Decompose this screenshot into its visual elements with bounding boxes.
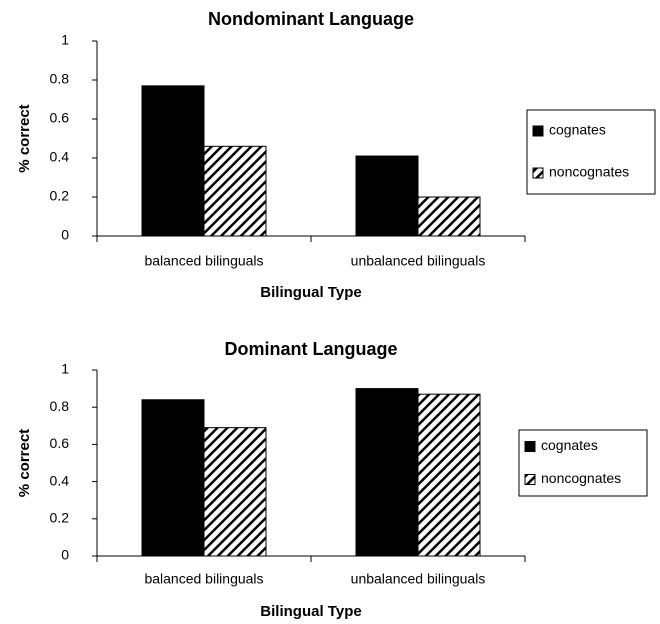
legend-swatch [524,474,536,485]
x-axis-label: Bilingual Type [260,603,361,620]
chart-title: Dominant Language [224,339,397,359]
bar [203,427,267,557]
y-tick-label: 0 [61,547,69,563]
y-tick-label: 1 [61,361,69,377]
bar [203,145,267,237]
x-tick-label: unbalanced bilinguals [351,253,486,269]
y-tick-label: 0.8 [50,398,70,414]
y-tick-label: 0.4 [50,149,70,165]
legend-swatch [532,125,544,137]
legend-box [518,429,648,497]
y-tick-label: 0.4 [50,472,70,488]
legend-label: cognates [541,437,598,453]
legend-swatch [532,167,544,179]
legend-swatch [524,441,536,452]
x-tick-label: unbalanced bilinguals [351,571,486,587]
y-tick-label: 0.6 [50,110,70,126]
bar [417,393,481,557]
y-tick-label: 0 [61,227,69,243]
bar [141,85,205,237]
legend-box [526,109,656,195]
x-axis-label: Bilingual Type [260,284,361,301]
bar [417,196,481,237]
y-tick-label: 1 [61,32,69,48]
legend-label: noncognates [541,470,621,486]
bar [355,155,419,237]
y-tick-label: 0.2 [50,510,70,526]
chart-title: Nondominant Language [208,9,414,29]
bar [355,388,419,557]
bar [141,399,205,557]
legend-label: noncognates [549,164,629,180]
y-tick-label: 0.6 [50,435,70,451]
legend-label: cognates [549,122,606,138]
y-tick-label: 0.2 [50,188,70,204]
x-tick-label: balanced bilinguals [144,253,263,269]
y-axis-label: % correct [16,104,33,172]
y-axis-label: % correct [16,429,33,497]
y-tick-label: 0.8 [50,71,70,87]
x-tick-label: balanced bilinguals [144,571,263,587]
